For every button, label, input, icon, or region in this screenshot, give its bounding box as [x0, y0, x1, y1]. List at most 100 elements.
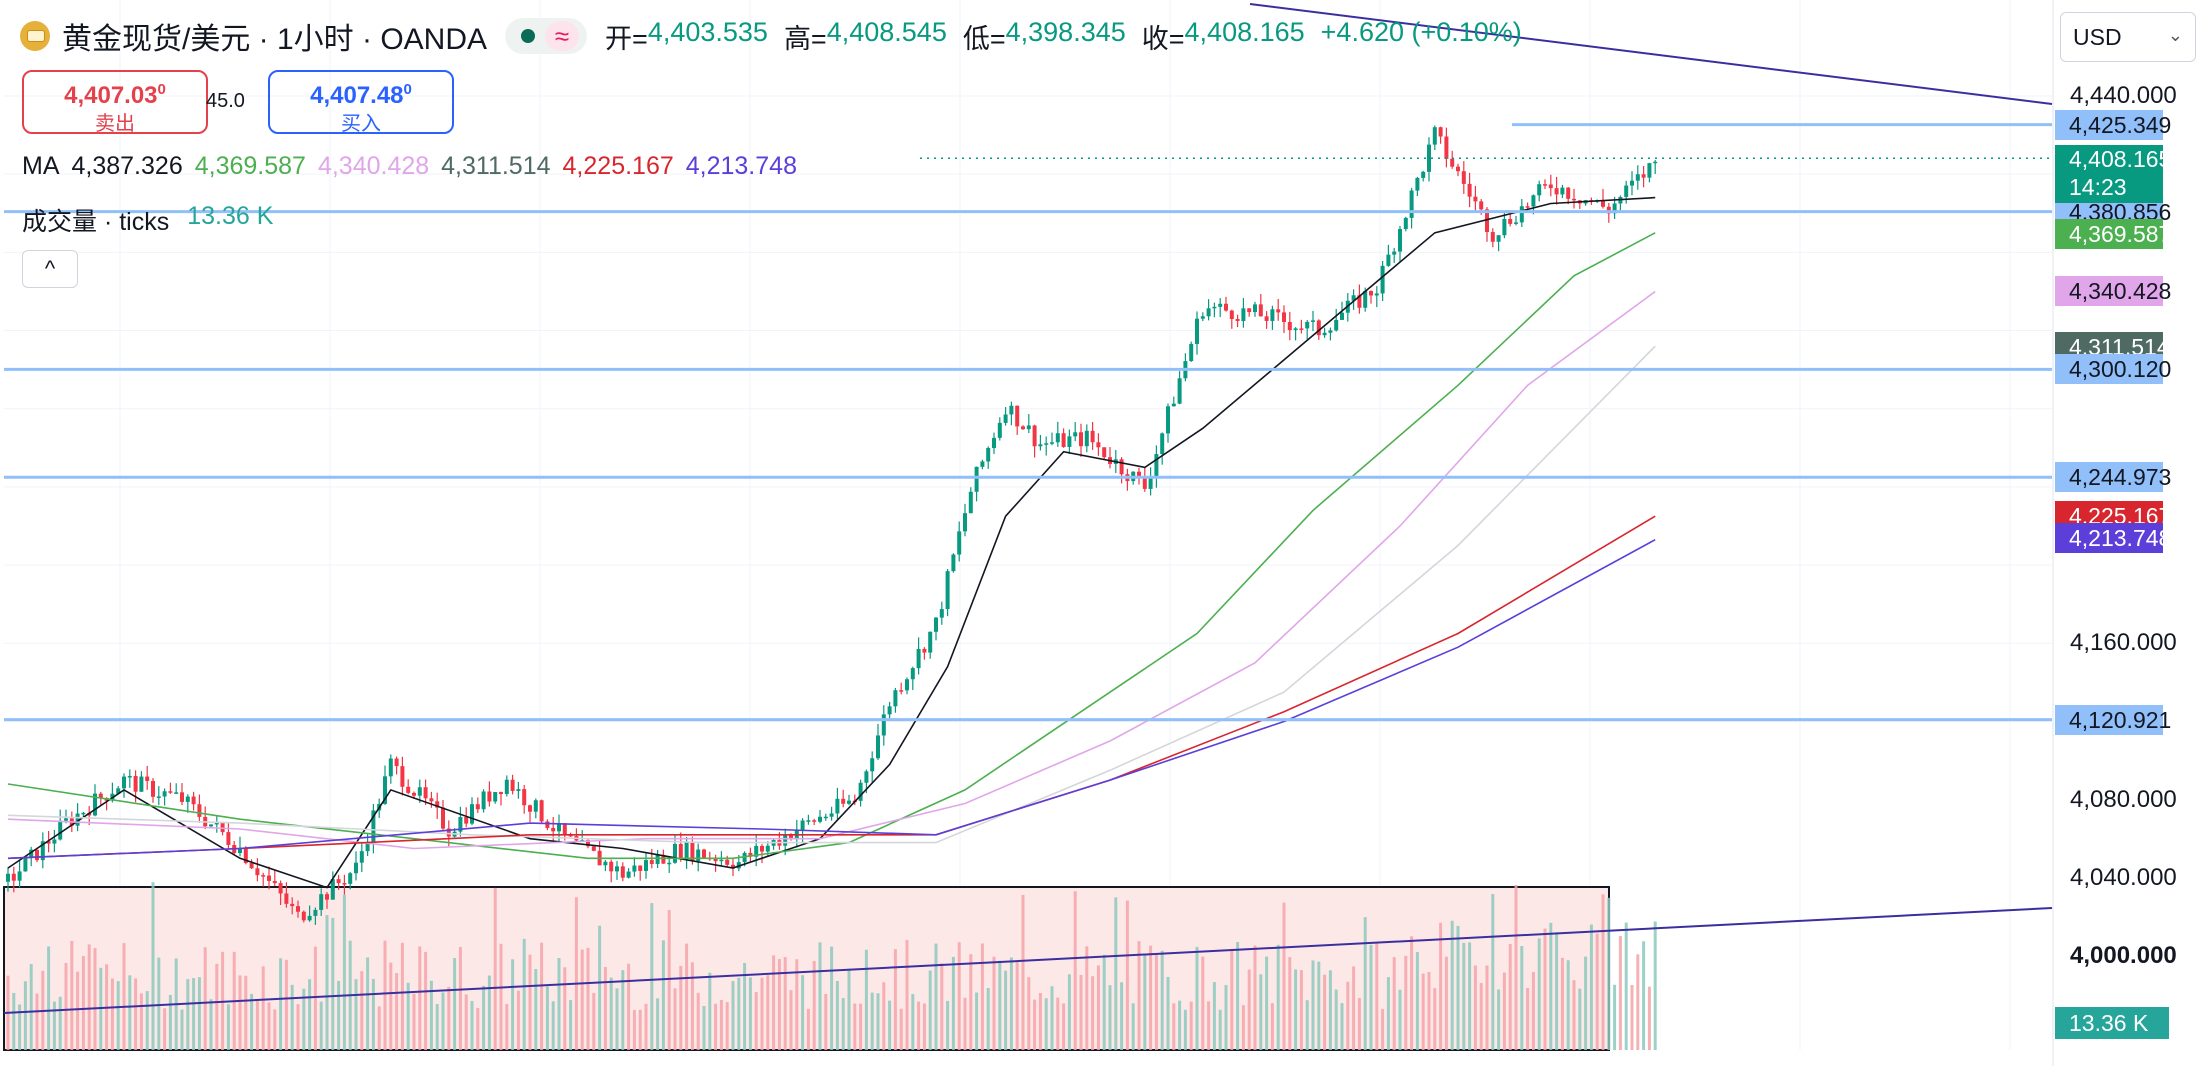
currency-select[interactable]: USD ⌄ — [2060, 12, 2196, 62]
candle-body — [847, 800, 851, 804]
volume-bar — [1073, 891, 1077, 1050]
volume-bar — [1143, 954, 1147, 1050]
candle-body — [1061, 433, 1066, 447]
candle-body — [789, 835, 793, 840]
volume-bar — [847, 968, 851, 1050]
volume-bar — [1404, 955, 1408, 1050]
candle-body — [800, 820, 805, 831]
candle-body — [1525, 206, 1530, 208]
candle-body — [40, 841, 45, 861]
volume-bar — [1531, 971, 1535, 1050]
market-status[interactable]: ≈ — [505, 18, 588, 54]
volume-bar — [487, 975, 491, 1050]
candle-body — [493, 792, 498, 802]
volume-bar — [1062, 1003, 1066, 1050]
volume-bar — [1601, 894, 1605, 1050]
close-value: 4,408.165 — [1184, 16, 1305, 47]
candle-body — [475, 804, 480, 810]
buy-button[interactable]: 4,407.480 买入 — [268, 70, 454, 135]
candle-body — [441, 807, 445, 829]
volume-bar — [1491, 894, 1495, 1050]
volume-bar — [1154, 954, 1158, 1050]
volume-bar — [1288, 957, 1292, 1050]
volume-bar — [1178, 1000, 1182, 1050]
candle-body — [533, 800, 538, 812]
candle-body — [1514, 222, 1518, 224]
candle-body — [1119, 459, 1124, 475]
volume-bar — [1526, 988, 1530, 1050]
candle-body — [98, 793, 103, 798]
candle-body — [1519, 206, 1524, 223]
volume-bar — [934, 943, 938, 1050]
candle-body — [1212, 306, 1217, 309]
volume-bar — [1120, 982, 1124, 1050]
candle-body — [1009, 405, 1014, 415]
volume-bar — [1346, 981, 1350, 1050]
volume-bar — [1433, 988, 1437, 1050]
volume-bar — [1137, 941, 1141, 1050]
sell-button[interactable]: 4,407.030 卖出 — [22, 70, 208, 135]
volume-bar — [719, 999, 723, 1050]
candle-body — [539, 800, 544, 822]
candle-body — [243, 848, 248, 864]
volume-bar — [464, 994, 468, 1050]
volume-bar — [1125, 900, 1129, 1050]
volume-bar — [81, 955, 85, 1050]
volume-bar — [238, 975, 242, 1050]
candle-body — [325, 894, 329, 900]
candle-body — [1247, 308, 1252, 313]
volume-bar — [35, 993, 39, 1050]
candle-body — [939, 609, 944, 618]
volume-bar — [441, 992, 445, 1050]
volume-bar — [1050, 986, 1054, 1050]
price-label: 4,244.973 — [2055, 462, 2171, 493]
volume-bar — [1589, 924, 1593, 1050]
volume-legend[interactable]: 成交量 · ticks 13.36 K — [22, 202, 273, 238]
candle-body — [1264, 316, 1269, 321]
ma-legend[interactable]: MA 4,387.326 4,369.587 4,340.428 4,311.514 4… — [22, 152, 809, 181]
candle-body — [870, 758, 875, 772]
volume-bar — [1056, 997, 1060, 1050]
volume-bar — [1241, 1005, 1245, 1050]
candle-body — [690, 841, 695, 861]
candle-body — [319, 894, 324, 910]
volume-bar — [145, 991, 149, 1050]
candle-body — [702, 849, 706, 858]
volume-bar — [1357, 997, 1361, 1050]
volume-bar — [975, 992, 979, 1050]
volume-bar — [325, 915, 329, 1050]
volume-bar — [163, 1008, 167, 1050]
volume-bar — [64, 962, 68, 1050]
volume-bar — [592, 992, 596, 1050]
symbol-title[interactable]: 黄金现货/美元 · 1小时 · OANDA — [62, 23, 488, 56]
candle-body — [1398, 229, 1402, 252]
ma-line-1 — [7, 196, 1656, 889]
volume-bar — [1033, 999, 1037, 1050]
volume-bar — [1410, 936, 1414, 1050]
candle-body — [620, 866, 625, 878]
volume-bar — [87, 944, 91, 1050]
volume-bar — [812, 960, 816, 1050]
volume-bar — [389, 962, 393, 1050]
candle-body — [649, 860, 654, 864]
volume-bar — [893, 949, 897, 1050]
candle-body — [522, 789, 527, 806]
candle-body — [1566, 187, 1571, 199]
volume-bar — [1212, 982, 1216, 1050]
candle-body — [133, 775, 138, 792]
volume-bar — [116, 981, 120, 1050]
collapse-legend-button[interactable]: ^ — [22, 250, 78, 288]
candle-body — [1647, 163, 1652, 178]
candle-body — [261, 875, 266, 877]
volume-bar — [661, 940, 665, 1050]
volume-bar — [586, 947, 590, 1050]
candle-body — [748, 852, 753, 857]
candle-body — [301, 911, 306, 921]
y-tick-label: 4,160.000 — [2070, 629, 2177, 657]
volume-bar — [1624, 922, 1628, 1050]
volume-bar — [1282, 902, 1286, 1050]
candle-body — [1392, 251, 1397, 255]
volume-bar — [1560, 957, 1564, 1050]
volume-bar — [986, 987, 990, 1050]
